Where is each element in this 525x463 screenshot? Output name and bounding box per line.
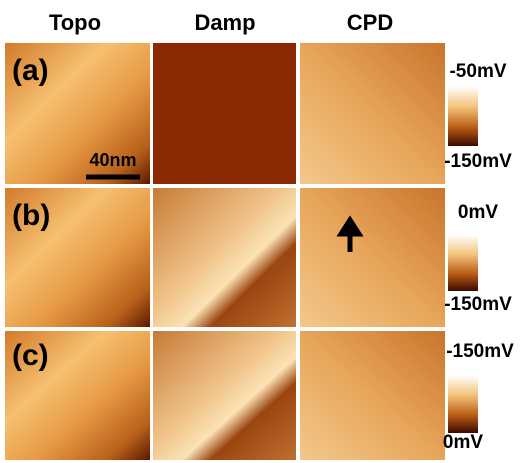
cpd-image xyxy=(300,188,445,327)
column-title: Topo xyxy=(49,10,101,35)
damp-image xyxy=(153,43,296,184)
colorbar-label: -50mV xyxy=(449,61,506,82)
scale-bar-label: 40nm xyxy=(89,150,136,170)
cpd-image xyxy=(300,43,445,184)
colorbar-label: -150mV xyxy=(444,151,512,172)
damp-image xyxy=(153,188,296,327)
row-label: (b) xyxy=(12,199,50,232)
colorbar-label: -150mV xyxy=(444,294,512,315)
colorbar-label: 0mV xyxy=(458,202,498,223)
column-title: CPD xyxy=(347,10,393,35)
row-label: (a) xyxy=(12,54,49,87)
colorbar-label: 0mV xyxy=(443,432,483,453)
figure: Topo Damp CPD (a) 40nm -50mV -150mV (b) … xyxy=(0,0,525,463)
column-title: Damp xyxy=(194,10,255,35)
colorbar-label: -150mV xyxy=(446,341,514,362)
colorbar xyxy=(448,235,478,291)
cpd-image xyxy=(300,331,445,460)
colorbar xyxy=(448,375,478,433)
colorbar xyxy=(448,86,478,146)
row-label: (c) xyxy=(12,339,49,372)
damp-image xyxy=(153,331,296,460)
